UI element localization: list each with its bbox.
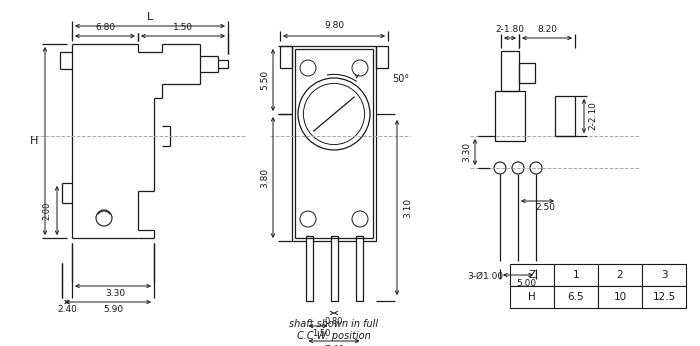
Bar [598, 264, 642, 286]
Text: 6.5: 6.5 [568, 292, 584, 302]
Text: 8.20: 8.20 [537, 25, 557, 34]
Bar [376, 46, 388, 67]
Text: 2.00: 2.00 [43, 201, 52, 220]
Bar [554, 286, 598, 308]
Bar [555, 96, 575, 136]
Text: 3.10: 3.10 [403, 198, 412, 218]
Text: H: H [30, 136, 38, 146]
Text: 3.30: 3.30 [105, 290, 125, 299]
Bar [642, 286, 686, 308]
Text: 3.30: 3.30 [463, 142, 472, 162]
Text: 50°: 50° [393, 74, 410, 84]
Text: 7.40: 7.40 [324, 345, 344, 346]
Text: 3-Ø1.00: 3-Ø1.00 [467, 272, 503, 281]
Bar [495, 91, 525, 141]
Text: C.C.W. position: C.C.W. position [297, 331, 371, 341]
Bar [554, 264, 598, 286]
Bar [330, 236, 337, 301]
Text: 1.50: 1.50 [312, 329, 330, 338]
Text: 12.5: 12.5 [652, 292, 676, 302]
Bar [642, 264, 686, 286]
Text: 2-2.10: 2-2.10 [589, 102, 598, 130]
Bar [519, 63, 535, 83]
Text: 6.80: 6.80 [95, 24, 115, 33]
Bar [292, 46, 376, 241]
Text: Z: Z [528, 270, 536, 280]
Bar [510, 264, 554, 286]
Text: 2: 2 [617, 270, 623, 280]
Text: 0.80: 0.80 [325, 317, 343, 326]
Text: L: L [147, 12, 153, 22]
Text: 3.80: 3.80 [260, 167, 270, 188]
Text: 2-1.80: 2-1.80 [496, 25, 524, 34]
Bar [510, 286, 554, 308]
Text: 1.50: 1.50 [173, 24, 193, 33]
Text: 5.00: 5.00 [516, 279, 536, 288]
Text: 5.50: 5.50 [260, 70, 270, 90]
Text: shaft shown in full: shaft shown in full [289, 319, 379, 329]
Bar [305, 236, 312, 301]
Bar [501, 51, 519, 91]
Text: 2.40: 2.40 [57, 306, 77, 315]
Text: 9.80: 9.80 [324, 21, 344, 30]
Text: 5.90: 5.90 [103, 306, 123, 315]
Bar [280, 46, 292, 67]
Bar [598, 286, 642, 308]
Bar [356, 236, 363, 301]
Text: 2.50: 2.50 [536, 203, 556, 212]
Text: 3: 3 [661, 270, 667, 280]
Text: H: H [528, 292, 536, 302]
Text: 10: 10 [613, 292, 626, 302]
Text: 1: 1 [573, 270, 580, 280]
